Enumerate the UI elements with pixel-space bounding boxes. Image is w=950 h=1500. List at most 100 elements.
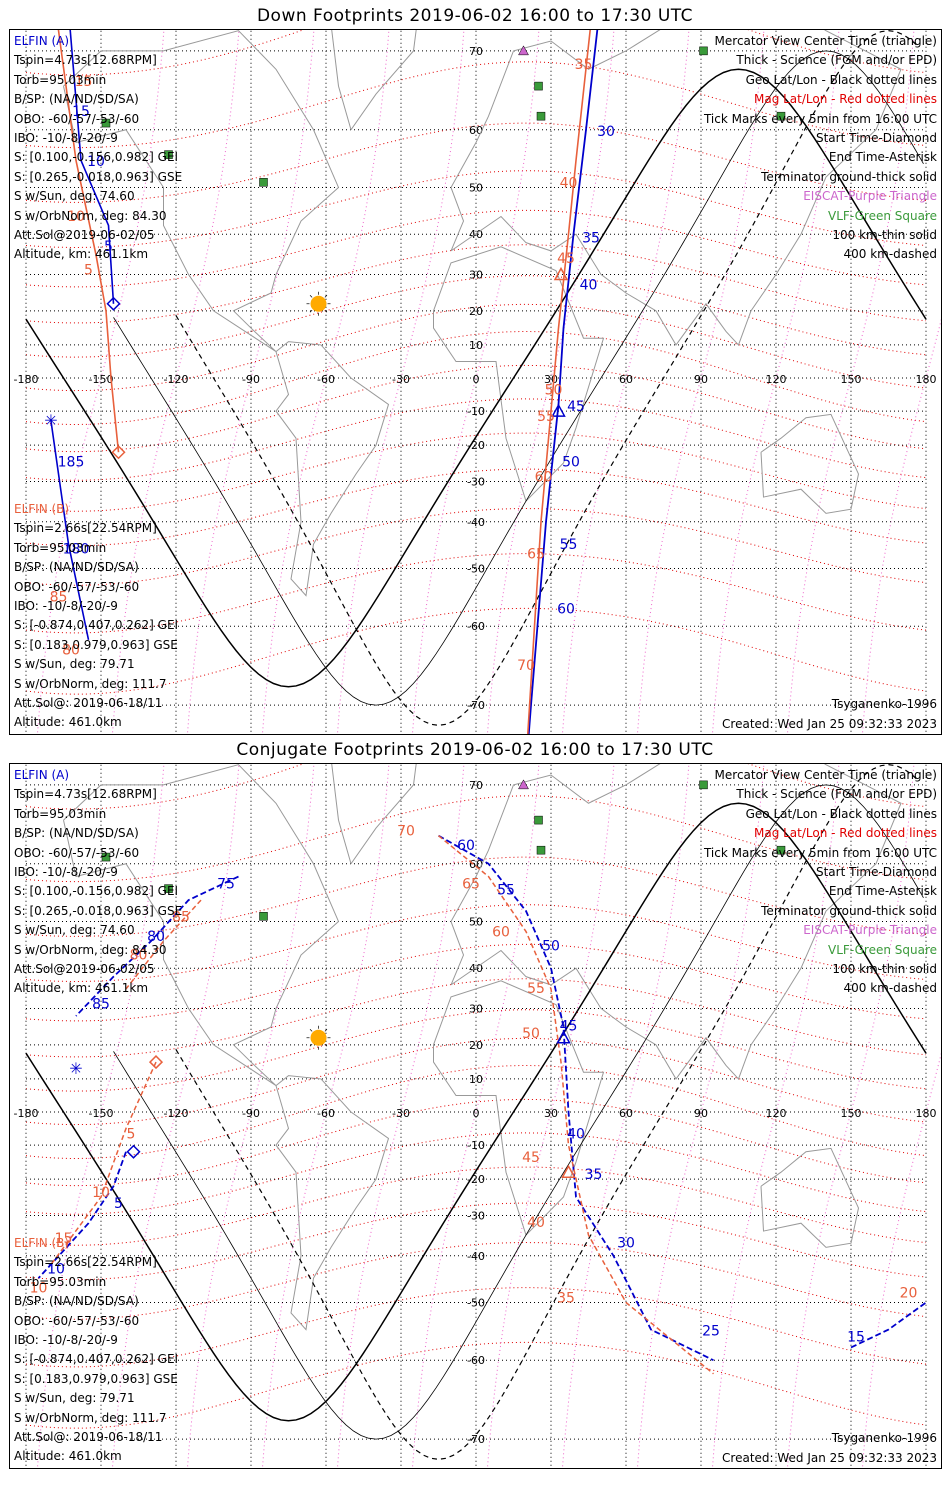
elfin-a-time-label: 185 — [58, 455, 85, 471]
vlf-square-icon — [101, 852, 111, 862]
end-asterisk-icon: ✳ — [44, 411, 57, 430]
lon-tick-label: -120 — [164, 1107, 189, 1120]
sun-ray — [324, 309, 328, 313]
info-a-line: S: [0.100,-0.156,0.982] GEI — [14, 150, 179, 165]
info-b-line: IBO: -10/-8/-20/-9 — [14, 1332, 118, 1347]
elfin-b-time-label: 35 — [557, 1291, 575, 1307]
info-a-line: S w/OrbNorm, deg: 84.30 — [14, 208, 167, 223]
lat-tick-label: 70 — [469, 779, 483, 792]
start-diamond-icon — [148, 1055, 164, 1070]
info-b-line: Torb=95.03min — [14, 1274, 107, 1289]
info-a-line: S w/Sun, deg: 74.60 — [14, 923, 135, 938]
elfin-a-time-label: 10 — [87, 154, 105, 170]
lat-tick-label: 50 — [469, 181, 483, 194]
lon-tick-label: 90 — [694, 373, 708, 386]
info-b-line: S: [-0.874,0.407,0.262] GEI — [14, 618, 179, 633]
elfin-b-time-label: 5 — [127, 1126, 136, 1142]
panel-title-conjugate: Conjugate Footprints 2019-06-02 16:00 to… — [236, 740, 714, 760]
legend-item: Geo Lat/Lon - Black dotted lines — [745, 72, 937, 87]
vlf-square-icon — [534, 81, 543, 91]
lat-tick-label: 50 — [469, 915, 483, 928]
elfin-b-conj-track — [50, 1061, 157, 1265]
continent-outline — [433, 246, 605, 503]
start-diamond-icon — [106, 296, 121, 311]
info-b-line: Altitude: 461.0km — [14, 715, 122, 730]
vlf-square-icon — [776, 111, 786, 121]
elfin-b-info: ELFIN (B) Tspin=2.66s[22.54RPM] Torb=95.… — [14, 1234, 178, 1467]
sun-ray — [309, 309, 313, 313]
lon-tick-label: -90 — [242, 1107, 260, 1120]
info-a-line: Altitude, km: 461.1km — [14, 247, 149, 262]
elfin-b-time-label: 45 — [557, 251, 575, 267]
legend-item: Mag Lat/Lon - Red dotted lines — [753, 92, 937, 107]
mag-lat-line — [25, 1009, 927, 1092]
info-a-line: IBO: -10/-8/-20/-9 — [14, 864, 118, 879]
elfin-a-time-label: 25 — [702, 1323, 720, 1339]
elfin-b-time-label: 80 — [130, 947, 148, 963]
lat-tick-label: -30 — [467, 476, 485, 489]
elfin-a-time-label: 50 — [542, 938, 560, 954]
info-a-line: S w/OrbNorm, deg: 84.30 — [14, 942, 167, 957]
start-diamond-icon — [111, 445, 126, 460]
elfin-a-time-label: 180 — [63, 542, 90, 558]
terminator-400km-line — [175, 764, 919, 1460]
legend-item: VLF-Green Square — [828, 208, 937, 223]
elfin-a-time-label: 40 — [567, 1126, 585, 1142]
info-b-line: Torb=95.03min — [14, 540, 107, 555]
conjugate-footprints-panel: -180 -150 -120 -90 -60 -30 0 30 60 90 120 150 180 70 6… — [9, 763, 942, 1469]
elfin-a-time-label: 60 — [457, 838, 475, 854]
lon-tick-label: -30 — [392, 373, 410, 386]
lat-tick-label: 30 — [469, 1002, 483, 1015]
lon-tick-label: 0 — [473, 373, 480, 386]
mag-lat-line — [25, 1132, 927, 1215]
sun-ray — [324, 1043, 328, 1047]
sun-ray — [324, 1029, 328, 1032]
legend-item: Start Time-Diamond — [815, 130, 937, 145]
lon-tick-label: -180 — [14, 1107, 39, 1120]
lat-tick-label: -20 — [467, 439, 485, 452]
legend-item: Tick Marks every 5min from 16:00 UTC — [703, 111, 937, 126]
info-a-line: Tspin=4.73s[12.68RPM] — [14, 787, 157, 802]
lat-tick-label: 60 — [469, 124, 483, 137]
continent-outline — [331, 30, 417, 131]
lon-tick-label: 30 — [544, 1107, 558, 1120]
lon-tick-label: -150 — [89, 373, 114, 386]
continent-outline — [331, 764, 417, 865]
info-b-line: OBO: -60/-57/-53/-60 — [14, 1313, 140, 1328]
lon-tick-label: 120 — [766, 1107, 787, 1120]
legend: Mercator View Center Time (triangle) Thi… — [704, 32, 937, 265]
elfin-a-time-label: 30 — [617, 1235, 635, 1251]
model-label: Tsyganenko-1996 — [831, 697, 937, 711]
elfin-a-time-label: 60 — [557, 601, 575, 617]
panel-title-down: Down Footprints 2019-06-02 16:00 to 17:3… — [256, 6, 694, 26]
info-b-line: S: [0.183,0.979,0.963] GSE — [14, 1371, 178, 1386]
legend-item: Start Time-Diamond — [815, 864, 937, 879]
lat-tick-label: -60 — [467, 1354, 485, 1367]
info-a-line: S: [0.265,-0.018,0.963] GSE — [14, 169, 183, 184]
elfin-a-time-label: 55 — [560, 537, 578, 553]
lon-tick-label: -90 — [242, 373, 260, 386]
created-label: Created: Wed Jan 25 09:32:33 2023 — [722, 717, 937, 731]
center-triangle-icon — [551, 403, 566, 417]
info-b-line: Altitude: 461.0km — [14, 1449, 122, 1464]
elfin-b-time-label: 35 — [575, 57, 593, 73]
lat-tick-label: 70 — [469, 45, 483, 58]
legend-item: Mercator View Center Time (triangle) — [714, 768, 937, 782]
sun-ray — [324, 295, 328, 298]
lon-tick-label: 180 — [916, 373, 937, 386]
elfin-a-time-label: 5 — [114, 1196, 123, 1212]
elfin-b-time-label: 85 — [172, 909, 190, 925]
elfin-b-time-label: 5 — [84, 262, 93, 278]
lat-tick-label: 10 — [469, 1073, 483, 1086]
vlf-square-icon — [534, 815, 543, 825]
terminator-400km-line — [175, 30, 919, 726]
legend-item: Mercator View Center Time (triangle) — [714, 34, 937, 48]
conjugate-footprints-map: -180 -150 -120 -90 -60 -30 0 30 60 90 120 150 180 70 6… — [14, 764, 941, 1468]
elfin-b-time-label: 10 — [30, 1280, 48, 1296]
elfin-a-time-label: 45 — [567, 399, 585, 415]
lon-tick-label: 150 — [841, 373, 862, 386]
lat-tick-label: -20 — [467, 1173, 485, 1186]
start-diamond-icon — [126, 1144, 141, 1159]
legend-item: EISCAT-Purple Triangle — [803, 923, 937, 938]
elfin-b-time-label: 50 — [545, 382, 563, 398]
